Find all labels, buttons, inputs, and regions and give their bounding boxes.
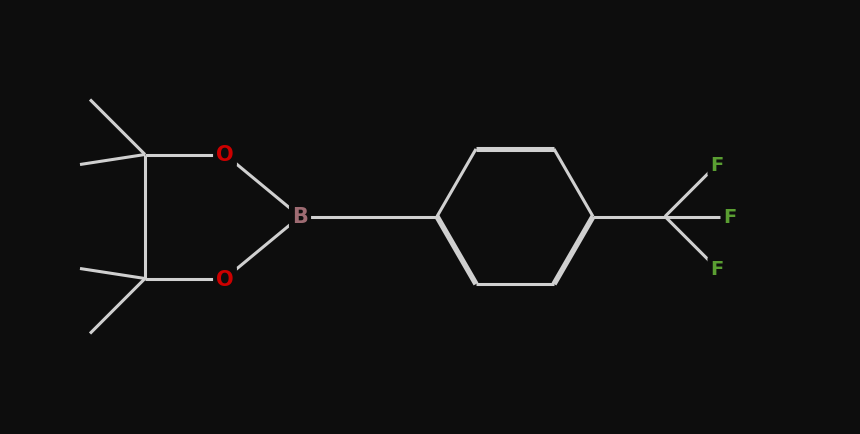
Text: F: F [710, 156, 723, 174]
Text: F: F [723, 207, 737, 227]
Text: O: O [216, 145, 234, 165]
Text: O: O [216, 269, 234, 289]
Text: F: F [710, 260, 723, 278]
Text: B: B [292, 207, 308, 227]
